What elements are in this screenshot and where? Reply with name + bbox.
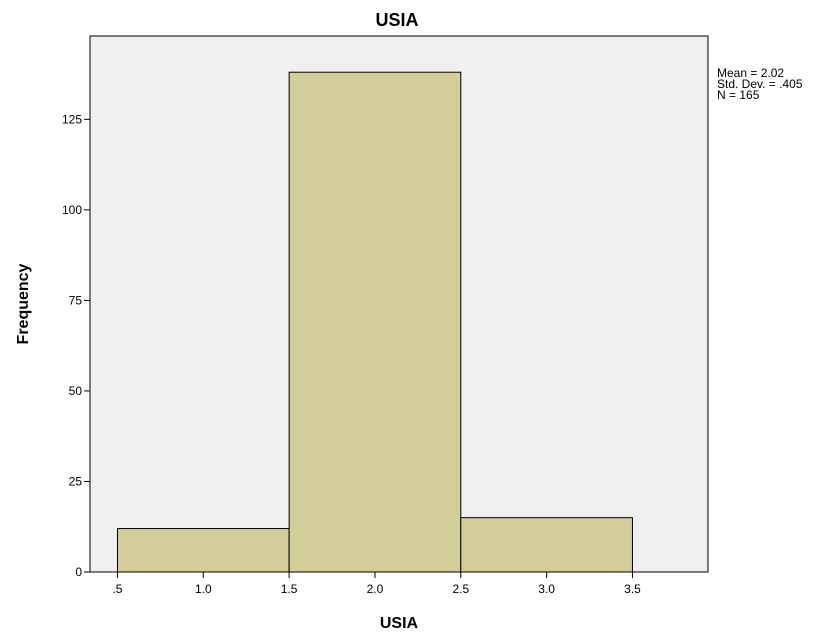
y-tick-label: 0 <box>75 565 82 579</box>
x-tick-label: 2.0 <box>367 582 384 596</box>
x-axis-label: USIA <box>380 615 419 632</box>
bars-group <box>116 71 633 573</box>
histogram-bar-3 <box>460 517 633 573</box>
x-tick-label: 3.0 <box>538 582 555 596</box>
y-tick-label: 25 <box>69 474 83 488</box>
y-tick-label: 50 <box>69 384 83 398</box>
x-tick-label: 2.5 <box>452 582 469 596</box>
y-axis-label: Frequency <box>15 263 32 344</box>
x-axis: .5 1.0 1.5 2.0 2.5 3.0 3.5 <box>112 572 641 596</box>
statistics-line: Std. Dev. = .405 <box>717 77 803 91</box>
y-axis: 0 25 50 75 100 125 <box>62 112 90 579</box>
x-tick-label: 1.5 <box>281 582 298 596</box>
x-tick-label: 3.5 <box>624 582 641 596</box>
histogram-bar-1 <box>116 528 290 573</box>
histogram-bar-2 <box>288 71 462 573</box>
x-tick-label: 1.0 <box>195 582 212 596</box>
y-tick-label: 100 <box>62 203 82 217</box>
chart-title: USIA <box>375 10 418 30</box>
statistics-line: Mean = 2.02 <box>717 66 784 80</box>
y-tick-label: 125 <box>62 112 82 126</box>
y-tick-label: 75 <box>69 293 83 307</box>
plot-frame <box>89 35 709 573</box>
statistics-line: N = 165 <box>717 88 760 102</box>
x-tick-label: .5 <box>112 582 122 596</box>
